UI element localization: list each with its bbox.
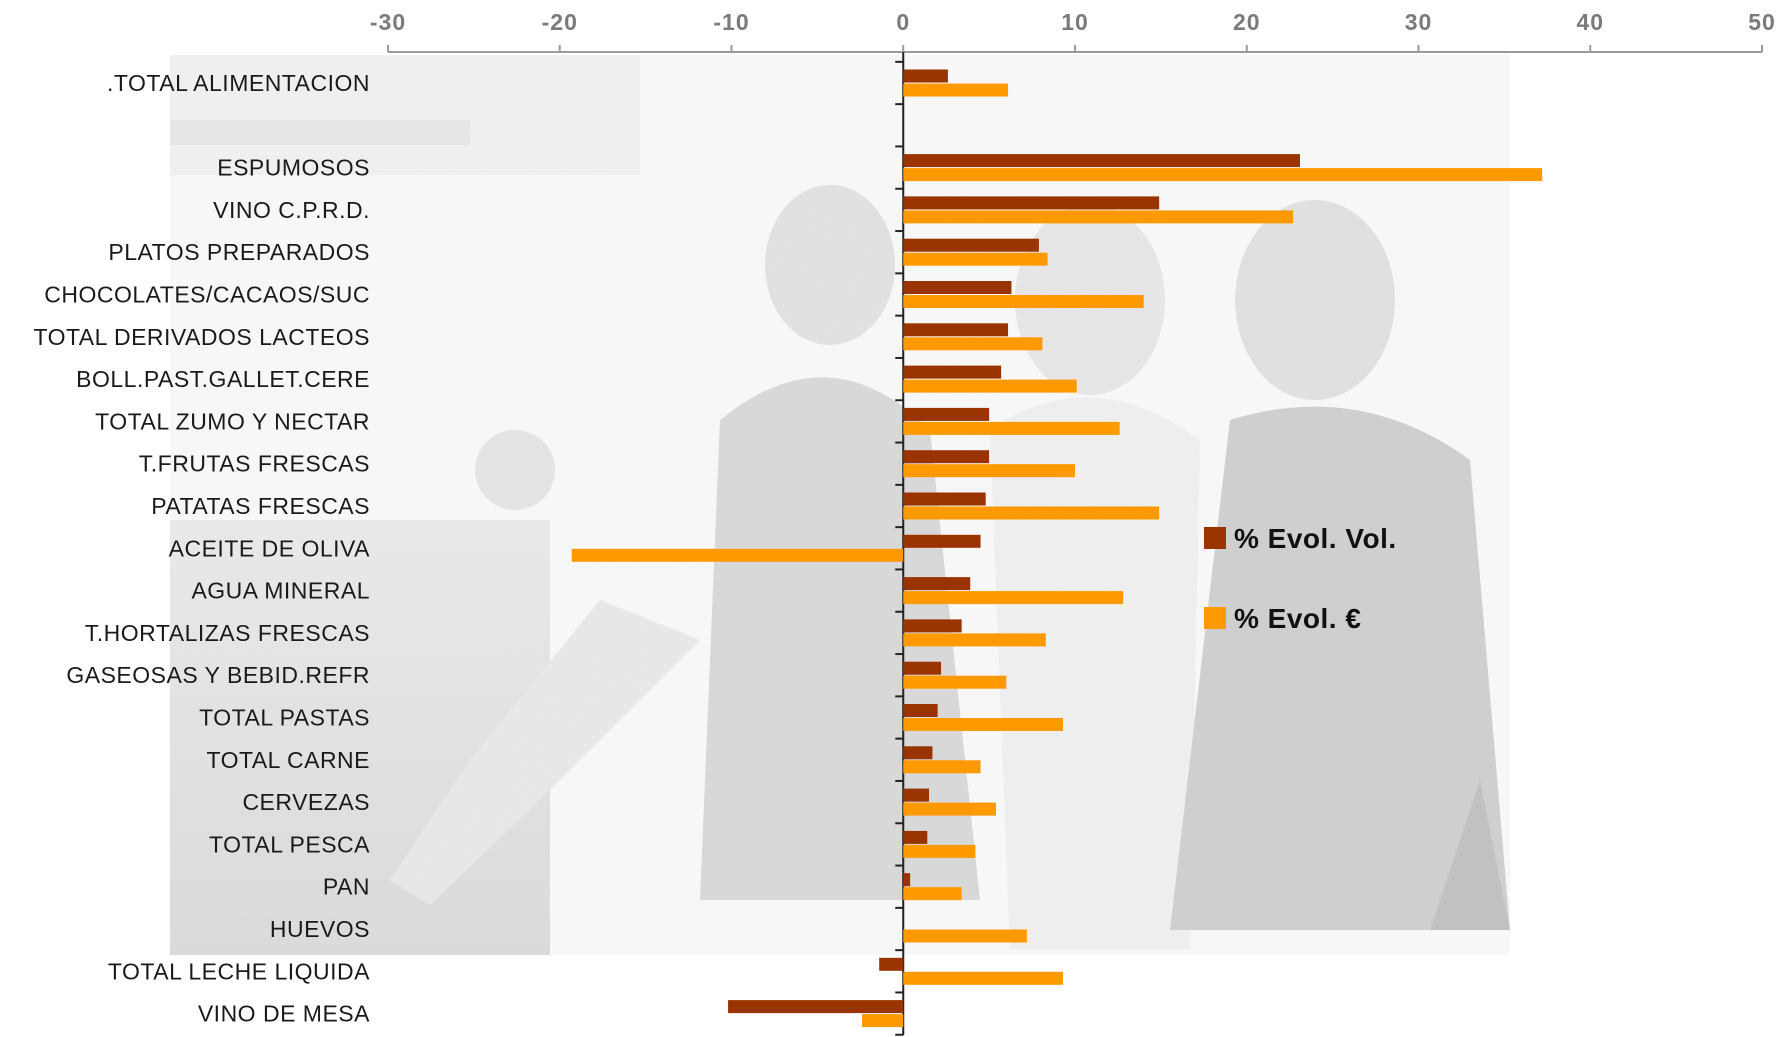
bar-eur-2 <box>903 168 1543 182</box>
legend-swatch-vol <box>1204 527 1226 549</box>
legend-item-eur: % Evol. € <box>1204 603 1361 634</box>
category-label: TOTAL DERIVADOS LACTEOS <box>33 324 370 350</box>
legend: % Evol. Vol. % Evol. € <box>1204 523 1397 634</box>
bar-vol-15 <box>903 704 938 717</box>
category-label: ESPUMOSOS <box>217 155 370 181</box>
category-label: VINO C.P.R.D. <box>213 197 370 223</box>
bar-vol-5 <box>903 281 1012 294</box>
bar-eur-18 <box>903 844 976 858</box>
category-label: TOTAL ZUMO Y NECTAR <box>95 408 370 434</box>
bar-eur-6 <box>903 337 1043 351</box>
bar-vol-17 <box>903 788 930 802</box>
category-label: VINO DE MESA <box>198 1001 370 1027</box>
bar-vol-2 <box>903 154 1300 168</box>
bar-vol-7 <box>903 365 1002 379</box>
category-label: TOTAL LECHE LIQUIDA <box>108 958 370 984</box>
legend-swatch-eur <box>1204 607 1226 629</box>
bar-vol-8 <box>903 407 990 421</box>
bar-vol-22 <box>728 1000 904 1014</box>
bar-eur-15 <box>903 718 1063 731</box>
x-tick-label: -30 <box>370 9 406 35</box>
bar-eur-14 <box>903 675 1007 689</box>
category-label: GASEOSAS Y BEBID.REFR <box>66 662 370 688</box>
bars <box>571 69 1543 1028</box>
x-tick-label: 30 <box>1405 9 1433 35</box>
bar-eur-11 <box>571 548 904 562</box>
category-label: PATATAS FRESCAS <box>151 493 370 519</box>
bar-vol-10 <box>903 492 986 506</box>
x-ticks: -30 -20 -10 0 10 20 30 40 50 <box>370 9 1776 52</box>
bar-vol-16 <box>903 746 933 760</box>
bar-eur-3 <box>903 210 1294 224</box>
bar-vol-13 <box>903 619 962 633</box>
x-tick-label: 0 <box>896 9 910 35</box>
bar-vol-19 <box>903 873 911 887</box>
bar-eur-22 <box>862 1014 904 1028</box>
category-label: AGUA MINERAL <box>191 578 370 604</box>
category-label: T.FRUTAS FRESCAS <box>139 451 370 477</box>
bar-vol-6 <box>903 323 1009 337</box>
category-label: BOLL.PAST.GALLET.CERE <box>76 366 370 392</box>
category-label: T.HORTALIZAS FRESCAS <box>85 620 370 646</box>
bar-vol-4 <box>903 238 1039 252</box>
x-tick-label: 20 <box>1233 9 1261 35</box>
category-label: TOTAL CARNE <box>206 747 370 773</box>
bar-vol-18 <box>903 830 928 844</box>
background-photo <box>170 55 1510 955</box>
legend-label-vol: % Evol. Vol. <box>1234 523 1397 554</box>
bar-eur-12 <box>903 591 1124 605</box>
y-ticks <box>895 60 904 1036</box>
bar-eur-10 <box>903 506 1160 520</box>
x-tick-label: -20 <box>542 9 578 35</box>
x-tick-label: -10 <box>713 9 749 35</box>
bar-vol-14 <box>903 661 942 675</box>
legend-item-vol: % Evol. Vol. <box>1204 523 1397 554</box>
bar-vol-21 <box>879 957 904 971</box>
bar-eur-5 <box>903 295 1144 308</box>
category-label: PAN <box>323 874 370 900</box>
category-label: ACEITE DE OLIVA <box>169 535 371 561</box>
bar-eur-9 <box>903 464 1075 478</box>
x-axis: -30 -20 -10 0 10 20 30 40 50 <box>370 9 1776 53</box>
x-tick-label: 10 <box>1061 9 1089 35</box>
legend-label-eur: % Evol. € <box>1234 603 1361 634</box>
category-label: .TOTAL ALIMENTACION <box>107 70 370 96</box>
category-label: PLATOS PREPARADOS <box>108 239 370 265</box>
bar-eur-0 <box>903 83 1009 97</box>
bar-eur-21 <box>903 971 1063 985</box>
bar-vol-3 <box>903 196 1160 210</box>
category-label: CERVEZAS <box>242 789 370 815</box>
bar-eur-8 <box>903 421 1120 435</box>
bar-eur-4 <box>903 252 1048 266</box>
bar-eur-7 <box>903 379 1077 393</box>
bar-vol-0 <box>903 69 948 83</box>
bar-eur-20 <box>903 929 1027 943</box>
bar-vol-12 <box>903 577 971 591</box>
bar-eur-16 <box>903 760 981 774</box>
bar-vol-11 <box>903 534 981 548</box>
bar-eur-17 <box>903 802 996 816</box>
category-labels: .TOTAL ALIMENTACION ESPUMOSOS VINO C.P.R.D… <box>33 70 371 1027</box>
category-label: HUEVOS <box>270 916 370 942</box>
category-label: CHOCOLATES/CACAOS/SUC <box>44 282 370 308</box>
x-tick-label: 50 <box>1748 9 1776 35</box>
category-label: TOTAL PASTAS <box>199 705 370 731</box>
bar-vol-9 <box>903 450 990 464</box>
x-tick-label: 40 <box>1576 9 1604 35</box>
bar-eur-13 <box>903 633 1046 647</box>
category-label: TOTAL PESCA <box>209 831 370 857</box>
bar-eur-19 <box>903 887 962 901</box>
